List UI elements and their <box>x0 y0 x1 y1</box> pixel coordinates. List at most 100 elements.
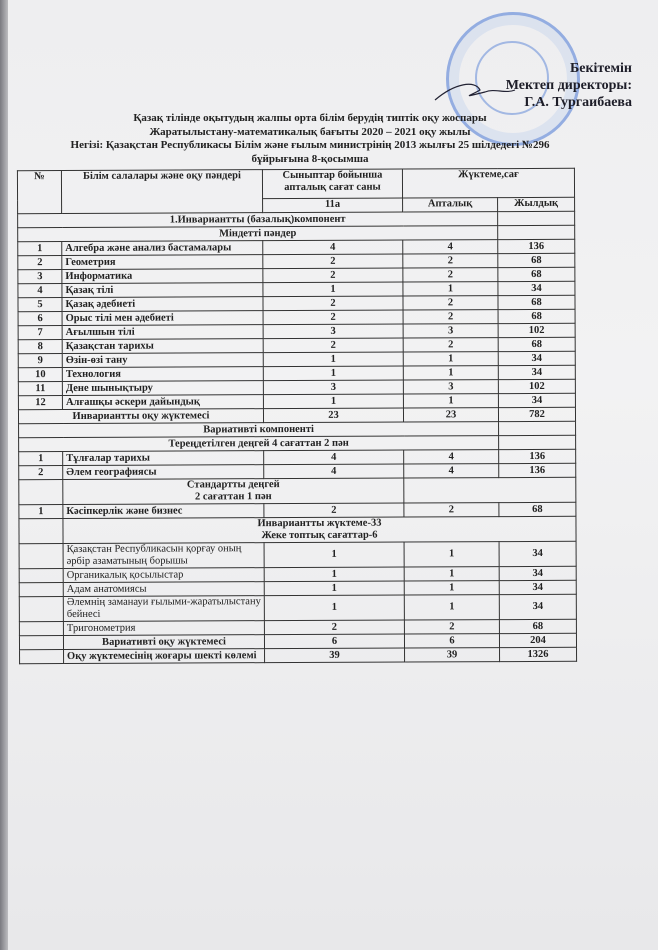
approval-name: Г.А. Тургаибаева <box>524 95 632 110</box>
section-inv-load: Инвариантты жүктеме-33 Жеке топтық сағатт… <box>62 516 577 544</box>
yearly-hours: 34 <box>497 281 575 296</box>
weekly-hours: 2 <box>404 619 500 635</box>
subject-name: Өзін-өзі тану <box>62 352 264 368</box>
class-hours: 3 <box>263 324 404 339</box>
class-hours: 1 <box>264 581 405 596</box>
approval-position: Мектеп директоры: <box>505 78 632 93</box>
subject-name: Алғашқы әскери дайындық <box>62 394 264 410</box>
max-total-weekly: 39 <box>404 647 500 663</box>
header-load: Жүктеме,сағ <box>402 168 575 199</box>
weekly-hours: 1 <box>404 580 500 596</box>
subject-name: Алгебра және анализ бастамалары <box>61 240 263 256</box>
subject-name: Тригонометрия <box>63 620 265 636</box>
invariant-total-yearly: 782 <box>498 407 576 422</box>
row-number <box>19 582 64 597</box>
weekly-hours: 2 <box>402 295 499 311</box>
header-class-hours: Сыныптар бойынша апталық сағат саны <box>262 169 403 199</box>
curriculum-table: № Білім салалары және оқу пәндері Сыныпт… <box>17 168 577 664</box>
class-hours: 1 <box>263 366 404 381</box>
weekly-hours: 4 <box>403 463 499 479</box>
yearly-hours: 102 <box>498 323 576 338</box>
yearly-hours: 136 <box>497 239 575 254</box>
class-hours: 2 <box>262 268 403 283</box>
approval-block: Бекітемін Мектеп директоры: Г.А. Тургаиб… <box>506 60 632 111</box>
yearly-hours: 68 <box>498 502 576 517</box>
weekly-hours: 1 <box>403 393 499 409</box>
yearly-hours: 34 <box>498 351 576 366</box>
yearly-hours: 102 <box>498 379 576 394</box>
subject-name: Әлемнің заманауи ғылыми-жаратылыстану бе… <box>63 595 265 622</box>
max-total-yearly: 1326 <box>499 647 577 662</box>
weekly-hours: 2 <box>402 267 498 283</box>
row-number <box>19 543 64 569</box>
subject-name: Информатика <box>61 268 263 284</box>
row-number: 4 <box>17 283 62 298</box>
yearly-hours: 68 <box>497 267 575 282</box>
table-row: Әлемнің заманауи ғылыми-жаратылыстану бе… <box>19 594 577 622</box>
yearly-hours: 136 <box>498 449 576 464</box>
subject-name: Орыс тілі мен әдебиеті <box>62 310 264 326</box>
yearly-hours: 68 <box>497 295 576 310</box>
variative-total-label: Вариативті оқу жүктемесі <box>63 634 265 650</box>
yearly-hours: 68 <box>498 337 576 352</box>
class-hours: 2 <box>263 503 404 518</box>
header-class: 11а <box>262 198 403 213</box>
class-hours: 1 <box>264 567 405 582</box>
class-hours: 1 <box>263 394 404 409</box>
row-number: 2 <box>17 255 62 270</box>
row-number: 11 <box>18 381 63 396</box>
weekly-hours: 1 <box>404 594 500 621</box>
invariant-total-weekly: 23 <box>403 407 499 423</box>
variative-total-class: 6 <box>264 634 405 649</box>
class-hours: 1 <box>262 282 403 297</box>
subject-name: Кәсіпкерлік және бизнес <box>62 503 264 519</box>
class-hours: 4 <box>263 464 404 479</box>
title-line: Қазақ тілінде оқытудың жалпы орта білім … <box>133 112 487 124</box>
subject-name: Қазақстан Республикасын қорғау оның әрбі… <box>63 542 265 569</box>
yearly-hours: 34 <box>499 580 577 595</box>
title-line: бұйрығына 8-қосымша <box>251 152 369 165</box>
approval-title: Бекітемін <box>569 61 632 76</box>
invariant-total-class: 23 <box>263 408 404 423</box>
title-line: Жаратылыстану-математикалық бағыты 2020 … <box>149 125 471 138</box>
weekly-hours: 4 <box>403 449 499 465</box>
weekly-hours: 4 <box>402 239 498 255</box>
document-page <box>8 0 658 950</box>
section-standard: Стандартты деңгей 2 сағаттан 1 пән <box>62 478 404 505</box>
title-line: Негізі: Қазақстан Республикасы Білім жән… <box>70 139 550 151</box>
class-hours: 1 <box>264 542 405 568</box>
subject-name: Органикалық қосылыстар <box>63 567 265 583</box>
row-number: 12 <box>18 395 63 410</box>
variative-total-weekly: 6 <box>404 633 500 649</box>
subject-name: Әлем географиясы <box>62 464 264 480</box>
yearly-hours: 68 <box>499 619 577 634</box>
page-edge <box>0 0 8 950</box>
yearly-hours: 68 <box>497 253 575 268</box>
row-number: 1 <box>18 451 63 466</box>
subject-name: Қазақ тілі <box>61 282 263 298</box>
standard-line: 2 сағаттан 1 пән <box>194 491 272 503</box>
class-hours: 2 <box>263 310 404 325</box>
class-hours: 2 <box>264 620 405 635</box>
yearly-hours: 34 <box>499 594 577 620</box>
row-number <box>19 621 64 636</box>
header-yearly: Жылдық <box>497 197 575 212</box>
document-title: Қазақ тілінде оқытудың жалпы орта білім … <box>30 112 590 166</box>
weekly-hours: 1 <box>404 541 500 568</box>
weekly-hours: 1 <box>403 365 499 381</box>
row-number <box>19 568 64 583</box>
row-number: 6 <box>18 311 63 326</box>
row-number: 1 <box>17 241 62 256</box>
row-number: 9 <box>18 353 63 368</box>
row-number: 2 <box>18 465 63 480</box>
yearly-hours: 34 <box>499 566 577 581</box>
subject-name: Қазақстан тарихы <box>62 338 264 354</box>
header-subjects: Білім салалары және оқу пәндері <box>61 169 263 214</box>
variative-total-yearly: 204 <box>499 633 577 648</box>
row-number: 10 <box>18 367 63 382</box>
weekly-hours: 2 <box>403 502 499 518</box>
class-hours: 1 <box>264 595 405 621</box>
class-hours: 3 <box>263 380 404 395</box>
class-hours: 2 <box>263 338 404 353</box>
row-number: 3 <box>17 269 62 284</box>
